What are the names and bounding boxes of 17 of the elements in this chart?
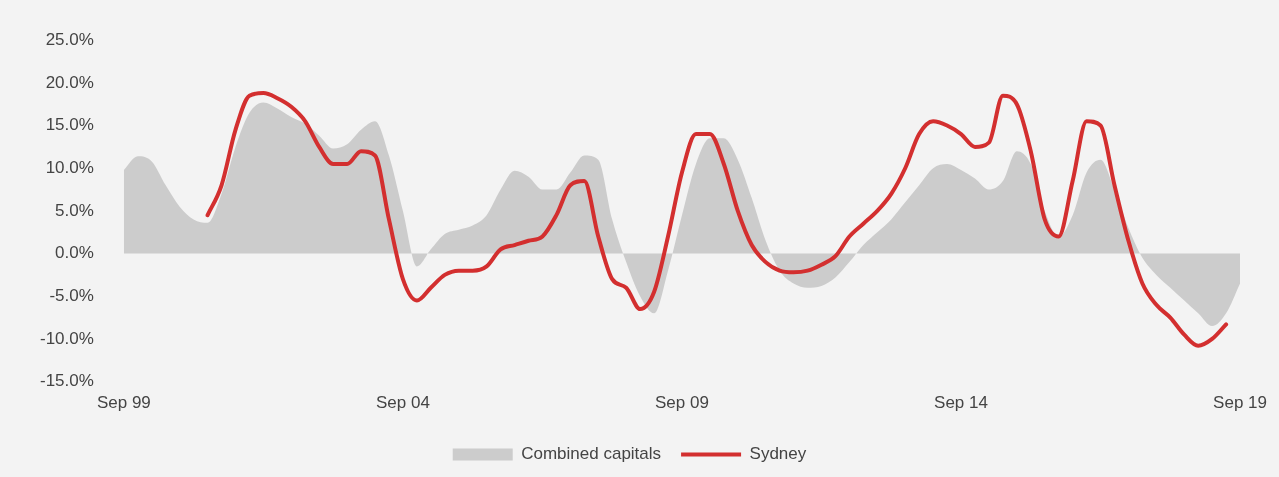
y-tick-label: 0.0% [55,243,94,263]
legend-label: Combined capitals [521,444,662,464]
y-tick-label: -15.0% [39,371,94,391]
y-tick-label: 5.0% [55,200,94,220]
line-series [205,91,1229,348]
y-tick-label: 10.0% [45,157,94,177]
y-tick-label: 25.0% [45,29,94,49]
y-tick-label: 15.0% [45,115,94,135]
legend-label: Sydney [749,444,807,464]
x-tick-label: Sep 14 [934,393,988,413]
y-tick-label: 20.0% [45,72,94,92]
x-tick-label: Sep 99 [96,393,151,413]
y-tick-label: -5.0% [49,285,94,305]
y-tick-label: -10.0% [39,328,94,348]
x-tick-label: Sep 09 [655,393,709,413]
x-tick-label: Sep 04 [375,393,430,413]
x-tick-label: Sep 19 [1213,393,1268,413]
